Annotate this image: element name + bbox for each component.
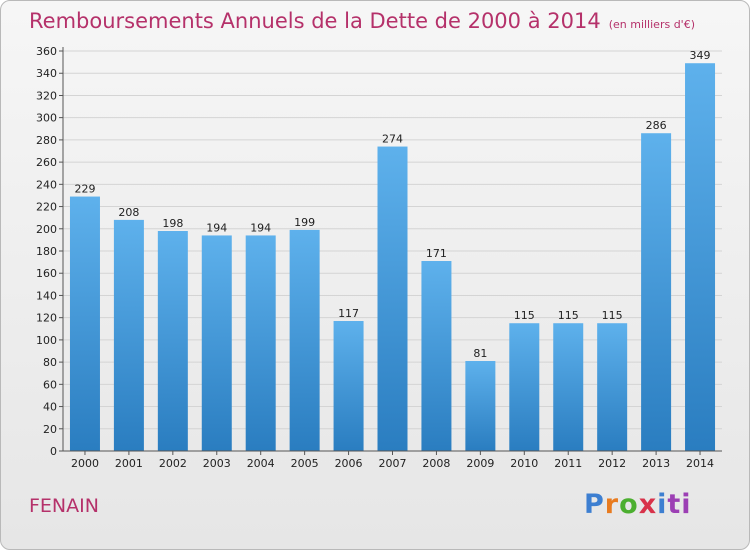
bar [69, 196, 100, 451]
unit-note: (en milliers d'€) [608, 18, 695, 31]
y-tick-label: 240 [36, 178, 57, 191]
y-tick-label: 260 [36, 156, 57, 169]
bar [553, 323, 584, 451]
y-tick-label: 200 [36, 223, 57, 236]
bar [685, 63, 716, 451]
bar [201, 235, 232, 451]
data-label: 81 [473, 347, 487, 360]
chart-title-text: Remboursements Annuels de la Dette de 20… [29, 9, 601, 33]
place-label: FENAIN [29, 495, 99, 517]
bar [377, 146, 408, 452]
data-label: 229 [74, 183, 95, 196]
x-tick-label: 2007 [379, 457, 407, 470]
y-tick-label: 40 [43, 401, 57, 414]
x-tick-label: 2002 [159, 457, 187, 470]
x-tick-label: 2013 [642, 457, 670, 470]
bar [157, 231, 188, 451]
data-label: 274 [382, 133, 403, 146]
x-tick-label: 2010 [510, 457, 538, 470]
data-label: 198 [162, 217, 183, 230]
data-label: 115 [602, 309, 623, 322]
logo-letter: x [638, 489, 658, 520]
bar [113, 219, 144, 451]
x-tick-label: 2005 [291, 457, 319, 470]
y-tick-label: 180 [36, 245, 57, 258]
x-tick-label: 2006 [335, 457, 363, 470]
y-tick-label: 320 [36, 89, 57, 102]
bar [421, 261, 452, 451]
x-tick-label: 2001 [115, 457, 143, 470]
y-tick-label: 60 [43, 378, 57, 391]
data-label: 208 [118, 206, 139, 219]
proxiti-logo: Proxiti [584, 489, 692, 520]
y-tick-label: 20 [43, 423, 57, 436]
y-tick-label: 100 [36, 334, 57, 347]
y-tick-label: 140 [36, 289, 57, 302]
bar [245, 235, 276, 451]
chart-title: Remboursements Annuels de la Dette de 20… [29, 9, 695, 33]
y-tick-label: 120 [36, 312, 57, 325]
x-tick-label: 2014 [686, 457, 714, 470]
x-tick-label: 2011 [554, 457, 582, 470]
logo-letter: P [584, 489, 605, 520]
x-tick-label: 2004 [247, 457, 275, 470]
bars: 229 208 198 194 194 199 117 274 171 81 115 115 115 28… [69, 49, 716, 452]
data-label: 194 [250, 221, 271, 234]
y-tick-label: 340 [36, 67, 57, 80]
x-tick-label: 2008 [422, 457, 450, 470]
bar [597, 323, 628, 451]
data-label: 194 [206, 221, 227, 234]
logo-letter: i [657, 489, 668, 520]
data-label: 115 [558, 309, 579, 322]
y-tick-label: 0 [50, 445, 57, 458]
logo-letter: ti [667, 489, 692, 520]
y-tick-label: 160 [36, 267, 57, 280]
data-label: 115 [514, 309, 535, 322]
y-tick-label: 300 [36, 112, 57, 125]
x-tick-label: 2000 [71, 457, 99, 470]
bar [333, 321, 364, 451]
x-tick-label: 2009 [466, 457, 494, 470]
data-label: 349 [690, 49, 711, 62]
bar [509, 323, 540, 451]
x-tick-label: 2012 [598, 457, 626, 470]
data-label: 171 [426, 247, 447, 260]
y-tick-label: 360 [36, 45, 57, 58]
axes: 0 20 40 60 80 100 120 140 160 180 200 220 240 260 280 3… [36, 45, 722, 470]
data-label: 117 [338, 307, 359, 320]
x-tick-label: 2003 [203, 457, 231, 470]
logo-letter: r [604, 489, 620, 520]
bar [289, 229, 320, 451]
logo-letter: o [619, 489, 639, 520]
y-tick-label: 280 [36, 134, 57, 147]
y-tick-label: 80 [43, 356, 57, 369]
data-label: 199 [294, 216, 315, 229]
y-tick-label: 220 [36, 201, 57, 214]
bar [465, 361, 496, 451]
bar [641, 133, 672, 451]
data-label: 286 [646, 119, 667, 132]
